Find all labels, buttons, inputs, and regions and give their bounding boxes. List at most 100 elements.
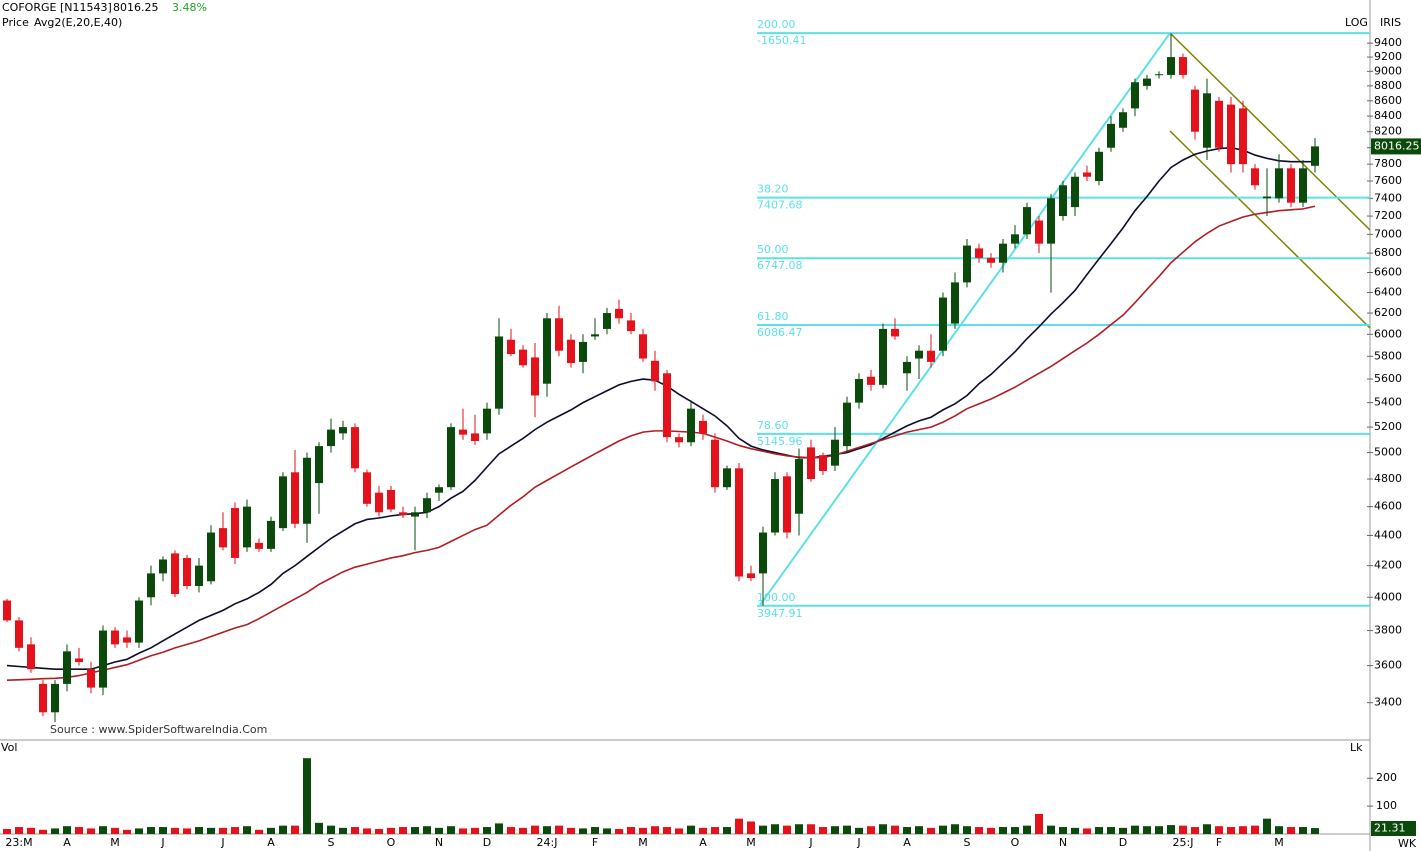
candle-body <box>1215 100 1223 148</box>
candle-body <box>1083 172 1091 177</box>
volume-bar <box>3 828 11 834</box>
moving-average <box>6 146 1315 671</box>
y-tick-label: 5000 <box>1374 446 1402 459</box>
candle-body <box>387 489 395 510</box>
candle-body <box>1191 89 1199 132</box>
candle-body <box>267 520 275 549</box>
candle-body <box>459 429 467 435</box>
candle-body <box>411 512 419 517</box>
candle-body <box>711 439 719 488</box>
volume-bar <box>843 825 851 834</box>
x-tick-label: M <box>1274 836 1284 849</box>
candle-body <box>207 532 215 582</box>
volume-bar <box>339 827 347 834</box>
y-tick-label: 6200 <box>1374 306 1402 319</box>
plot: 3400 3600 3800 4000 4200 4400 4600 4800 5000 5200… <box>3 18 1421 849</box>
y-tick-label: 3400 <box>1374 696 1402 709</box>
candle-body <box>39 683 47 713</box>
candle-body <box>915 350 923 359</box>
x-tick-label: A <box>903 836 911 849</box>
candle-body <box>747 573 755 579</box>
candle-body <box>1059 185 1067 217</box>
change: 3.48% <box>172 1 207 14</box>
candle-body <box>123 637 131 643</box>
volume-bar <box>927 827 935 834</box>
x-tick-label: F <box>592 836 598 849</box>
candle-body <box>1095 151 1103 181</box>
candle-body <box>1107 123 1115 148</box>
volume-bar <box>615 828 623 834</box>
x-tick-label: 24:J <box>537 836 558 849</box>
candle-body <box>1239 108 1247 165</box>
volume-bar <box>735 818 743 834</box>
y-tick-label: 8400 <box>1374 109 1402 122</box>
volume-bar <box>999 827 1007 834</box>
candle-body <box>27 644 35 670</box>
volume-bar <box>687 825 695 834</box>
candle-body <box>447 427 455 488</box>
volume-bar <box>51 828 59 834</box>
volume-bar <box>939 825 947 834</box>
candle-body <box>807 447 815 480</box>
candle-body <box>1143 78 1151 86</box>
volume-bar <box>135 828 143 834</box>
volume-bar <box>1143 826 1151 834</box>
candle-body <box>543 318 551 384</box>
volume-bar <box>519 827 527 834</box>
candle-body <box>171 553 179 595</box>
y-tick-label: 8800 <box>1374 79 1402 92</box>
volume-bar <box>63 826 71 834</box>
volume-bar <box>171 827 179 834</box>
volume-unit: Lk <box>1350 741 1363 754</box>
candle-body <box>855 379 863 403</box>
volume-bar <box>1059 827 1067 834</box>
fib-price: 6747.08 <box>757 259 803 272</box>
y-tick-label: 4200 <box>1374 559 1402 572</box>
volume-bar <box>195 827 203 834</box>
fib-trend-line <box>759 32 1171 606</box>
volume-bar <box>1119 827 1127 834</box>
fib-price: 3947.91 <box>757 607 803 620</box>
candle-body <box>963 245 971 283</box>
candle-body <box>1263 196 1271 199</box>
volume-bar <box>807 824 815 834</box>
volume-bar <box>627 827 635 834</box>
volume-bar <box>399 827 407 834</box>
candle-body <box>759 532 767 574</box>
last-price: 8016.25 <box>113 1 159 14</box>
candle-body <box>315 446 323 484</box>
candle-body <box>3 600 11 621</box>
candle-body <box>699 420 707 434</box>
candle-body <box>1131 82 1139 109</box>
y-tick-label: 4800 <box>1374 472 1402 485</box>
candle-body <box>135 600 143 643</box>
candle-body <box>99 630 107 688</box>
y-tick-label: 7600 <box>1374 174 1402 187</box>
volume-bar <box>267 827 275 834</box>
volume-bar <box>543 826 551 834</box>
volume-bar <box>1191 827 1199 834</box>
candle-body <box>627 320 635 332</box>
volume-bar <box>123 829 131 834</box>
volume-bar <box>651 826 659 834</box>
fib-percent: 61.80 <box>757 310 789 323</box>
volume-bar <box>963 826 971 834</box>
candle-body <box>843 402 851 447</box>
y-tick-label: 8200 <box>1374 125 1402 138</box>
candle-body <box>675 437 683 443</box>
x-tick-label: M <box>638 836 648 849</box>
candle-body <box>1287 168 1295 203</box>
volume-bar <box>639 827 647 834</box>
x-tick-label: O <box>387 836 396 849</box>
volume-bar <box>471 827 479 834</box>
scale-mode: LOG <box>1345 16 1368 29</box>
y-tick-label: 3800 <box>1374 624 1402 637</box>
volume-bar <box>819 827 827 834</box>
candle-body <box>1251 168 1259 186</box>
candle-body <box>111 630 119 645</box>
fib-price: 6086.47 <box>757 326 803 339</box>
y-tick-label: 5800 <box>1374 349 1402 362</box>
x-tick-label: S <box>328 836 335 849</box>
candle-body <box>591 334 599 337</box>
